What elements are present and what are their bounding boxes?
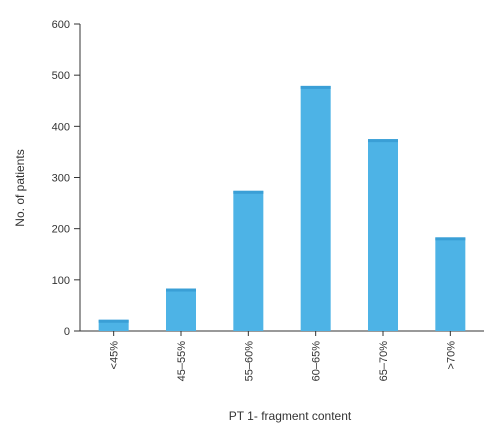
y-tick-label: 200 — [52, 224, 70, 236]
x-tick-label: 65–70% — [378, 341, 390, 382]
bar-top-edge — [98, 319, 129, 323]
bars — [98, 85, 466, 331]
x-tick-label: >70% — [445, 341, 457, 370]
bar — [233, 190, 264, 331]
y-axis: 0 100 200 300 400 500 600 — [52, 19, 81, 338]
y-tick-label: 600 — [52, 19, 70, 31]
bar — [98, 319, 129, 331]
x-tick-label: 55–60% — [243, 341, 255, 382]
x-axis-title: PT 1- fragment content — [229, 409, 352, 423]
bar — [166, 288, 196, 331]
y-tick-label: 100 — [52, 275, 70, 287]
bar-top-edge — [233, 190, 264, 194]
bar-top-edge — [166, 288, 196, 292]
bar-top-edge — [368, 139, 398, 143]
y-tick-label: 400 — [52, 121, 70, 133]
bar-top-edge — [300, 85, 331, 89]
bar — [300, 85, 331, 331]
bar-top-edge — [435, 237, 466, 241]
bar — [368, 139, 398, 331]
y-tick-label: 500 — [52, 70, 70, 82]
x-tick-label: 60–65% — [311, 341, 323, 382]
x-tick-label: <45% — [109, 341, 121, 370]
y-tick-label: 0 — [64, 326, 70, 338]
bar — [435, 237, 466, 331]
x-tick-label: 45–55% — [176, 341, 188, 382]
x-axis: <45% 45–55% 55–60% 60–65% 65–70% >70% — [80, 330, 484, 382]
y-tick-label: 300 — [52, 173, 70, 185]
y-axis-title: No. of patients — [13, 149, 27, 226]
